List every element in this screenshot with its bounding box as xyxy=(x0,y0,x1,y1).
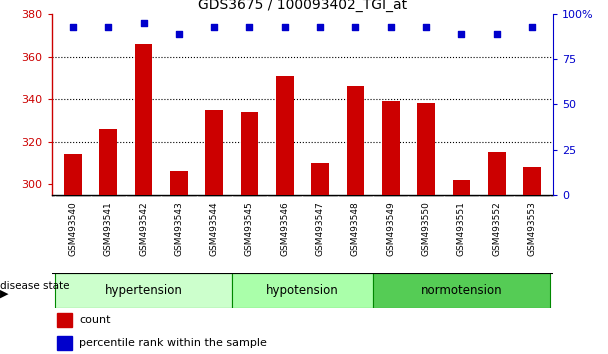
Bar xyxy=(311,163,329,195)
Text: GSM493542: GSM493542 xyxy=(139,201,148,256)
Point xyxy=(527,24,537,30)
Point xyxy=(174,31,184,37)
Text: GSM493543: GSM493543 xyxy=(174,201,184,256)
Bar xyxy=(232,273,373,308)
Text: hypertension: hypertension xyxy=(105,284,182,297)
Point xyxy=(139,20,148,26)
Point xyxy=(209,24,219,30)
Point xyxy=(244,24,254,30)
Bar xyxy=(135,44,153,195)
Point xyxy=(68,24,78,30)
Point xyxy=(492,31,502,37)
Point xyxy=(386,24,396,30)
Text: GSM493551: GSM493551 xyxy=(457,201,466,256)
Bar xyxy=(57,313,72,327)
Point xyxy=(316,24,325,30)
Text: normotension: normotension xyxy=(421,284,502,297)
Bar xyxy=(373,273,550,308)
Text: GSM493541: GSM493541 xyxy=(104,201,112,256)
Text: hypotension: hypotension xyxy=(266,284,339,297)
Bar xyxy=(523,167,541,195)
Text: GSM493549: GSM493549 xyxy=(386,201,395,256)
Text: disease state: disease state xyxy=(0,281,69,291)
Bar xyxy=(64,154,81,195)
Text: GSM493540: GSM493540 xyxy=(68,201,77,256)
Text: percentile rank within the sample: percentile rank within the sample xyxy=(79,338,267,348)
Text: GSM493547: GSM493547 xyxy=(316,201,325,256)
Text: GSM493553: GSM493553 xyxy=(528,201,537,256)
Point xyxy=(351,24,361,30)
Point xyxy=(103,24,113,30)
Bar xyxy=(170,171,188,195)
Text: count: count xyxy=(79,315,111,325)
Point xyxy=(280,24,289,30)
Bar xyxy=(55,273,232,308)
Text: GSM493544: GSM493544 xyxy=(210,201,219,256)
Bar xyxy=(57,336,72,350)
Point xyxy=(457,31,466,37)
Text: GSM493545: GSM493545 xyxy=(245,201,254,256)
Bar xyxy=(347,86,364,195)
Text: GSM493546: GSM493546 xyxy=(280,201,289,256)
Text: GSM493552: GSM493552 xyxy=(492,201,501,256)
Title: GDS3675 / 100093402_TGI_at: GDS3675 / 100093402_TGI_at xyxy=(198,0,407,12)
Bar xyxy=(99,129,117,195)
Text: GSM493548: GSM493548 xyxy=(351,201,360,256)
Bar xyxy=(417,103,435,195)
Bar xyxy=(241,112,258,195)
Bar xyxy=(488,152,506,195)
Bar xyxy=(276,76,294,195)
Bar xyxy=(206,110,223,195)
Text: GSM493550: GSM493550 xyxy=(421,201,430,256)
Bar xyxy=(452,180,470,195)
Text: ▶: ▶ xyxy=(0,289,9,299)
Bar xyxy=(382,101,399,195)
Point xyxy=(421,24,431,30)
